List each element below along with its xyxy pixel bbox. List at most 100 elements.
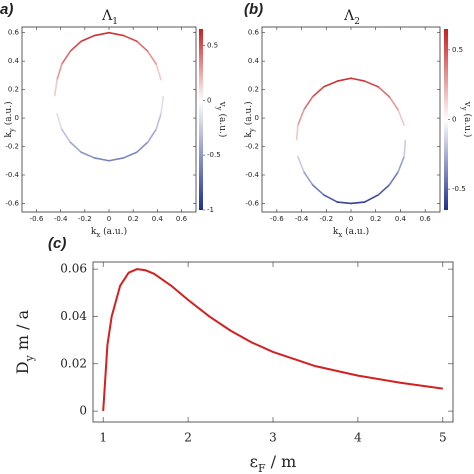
curve-segment	[160, 78, 165, 98]
colorbar-tick-label: -0.5	[207, 151, 221, 159]
x-axis-label-sub: x	[338, 231, 342, 239]
curve-segment	[122, 34, 138, 43]
curve-segment	[56, 113, 63, 131]
x-tick-label: -0.6	[270, 215, 284, 223]
x-tick-label: 1	[99, 431, 107, 445]
x-axis-label: εF / m	[250, 452, 297, 474]
curve-segment	[303, 95, 314, 111]
curve-segment	[146, 50, 157, 65]
curve-segment	[53, 78, 58, 98]
colorbar	[199, 29, 203, 210]
curve-segment	[61, 50, 72, 65]
curve-segment	[311, 184, 325, 196]
y-tick-label: -0.6	[245, 199, 259, 207]
panel-label: a)	[0, 1, 13, 18]
x-axis-label-tail: (a.u.)	[342, 226, 369, 237]
x-tick-label: 5	[439, 431, 447, 445]
colorbar-tick-label: 0.5	[452, 46, 463, 54]
curve-segment	[295, 124, 299, 142]
y-axis-label: ky (a.u.)	[243, 101, 257, 137]
curve-segment	[69, 40, 83, 52]
x-tick-label: 0.4	[152, 215, 164, 223]
y-tick-label: -0.2	[5, 143, 19, 151]
y-axis-label-tail: (a.u.)	[243, 101, 254, 128]
panel-title-main: Λ	[101, 8, 113, 24]
colorbar	[444, 29, 448, 210]
y-tick-label: 0.6	[8, 29, 20, 37]
curve-segment	[377, 184, 391, 196]
y-tick-label: 0	[15, 114, 19, 122]
y-axis-label-tail: (a.u.)	[3, 101, 14, 128]
y-tick-label: 0.02	[60, 356, 87, 370]
x-tick-label: -0.6	[30, 215, 44, 223]
plot-frame	[21, 26, 197, 213]
y-axis-label: ky (a.u.)	[3, 101, 17, 137]
y-tick-label: 0.04	[60, 309, 87, 323]
y-tick-label: -0.4	[245, 171, 259, 179]
curve-segment	[297, 155, 305, 173]
colorbar-tick-label: 0	[207, 96, 211, 104]
y-tick-label: -0.6	[5, 199, 19, 207]
curve-segment	[160, 95, 165, 115]
curve-segment	[135, 141, 149, 154]
x-axis-label-main: k	[333, 227, 339, 237]
colorbar-tick-label: 0.5	[207, 41, 218, 49]
colorbar-label-sub: y	[215, 106, 223, 111]
curve-segment	[397, 108, 405, 126]
y-tick-label: 0	[79, 404, 87, 418]
line	[102, 268, 443, 412]
curve-segment	[297, 108, 305, 126]
curve-segment	[61, 128, 72, 144]
x-axis-label-sub: F	[258, 462, 266, 474]
y-axis-label-sub: y	[248, 128, 256, 133]
curve-segment	[350, 201, 366, 205]
plot-frame	[261, 26, 441, 213]
x-tick-label: 0	[349, 215, 353, 223]
curve-segment	[397, 155, 405, 173]
y-tick-label: 0.06	[60, 262, 87, 276]
curve-segment	[93, 31, 110, 37]
curve-segment	[336, 201, 352, 205]
plot-frame	[92, 261, 454, 423]
colorbar-tick-label: 0	[452, 116, 456, 124]
colorbar-label-main: v	[218, 101, 228, 108]
x-axis-label-sub: x	[96, 231, 100, 239]
x-axis-label: kx (a.u.)	[91, 226, 127, 240]
curve-segment	[403, 124, 407, 142]
y-axis-label-main: k	[4, 132, 14, 138]
y-tick-label: 0.2	[8, 86, 19, 94]
x-tick-label: -0.4	[54, 215, 68, 223]
curve-segment	[146, 128, 157, 144]
curve-segment	[155, 63, 162, 81]
curve-segment	[388, 95, 399, 111]
y-tick-label: 0.6	[248, 29, 260, 37]
y-tick-label: 0	[255, 114, 259, 122]
y-tick-label: 0.2	[248, 86, 259, 94]
x-tick-label: 0.4	[395, 215, 407, 223]
y-axis-label-sub: y	[23, 354, 36, 362]
x-tick-label: -0.2	[78, 215, 92, 223]
y-axis-label-tail: m / a	[13, 309, 32, 355]
x-tick-label: 2	[184, 431, 192, 445]
curve-segment	[155, 113, 162, 131]
x-axis-label-main: ε	[250, 452, 258, 471]
y-axis-label-main: k	[244, 132, 254, 138]
curve-segment	[336, 77, 352, 82]
panel-title-sub: 2	[354, 17, 360, 27]
y-tick-label: -0.2	[245, 143, 259, 151]
curve-segment	[80, 151, 96, 159]
panel-label: (b)	[244, 1, 263, 18]
curve-segment	[56, 63, 63, 81]
x-tick-label: -0.4	[295, 215, 309, 223]
x-axis-label: kx (a.u.)	[333, 226, 369, 240]
curve-segment	[403, 140, 407, 158]
x-tick-label: 0.6	[420, 215, 432, 223]
curve-segment	[93, 157, 110, 162]
y-axis-label: Dy m / a	[13, 309, 36, 374]
x-axis-label-tail: (a.u.)	[100, 226, 127, 237]
colorbar-label: vy (a.u.)	[215, 101, 229, 138]
panel-title: Λ1	[101, 8, 118, 27]
y-axis-label-main: D	[13, 361, 32, 374]
curve-segment	[108, 157, 125, 162]
curve-segment	[303, 171, 314, 186]
